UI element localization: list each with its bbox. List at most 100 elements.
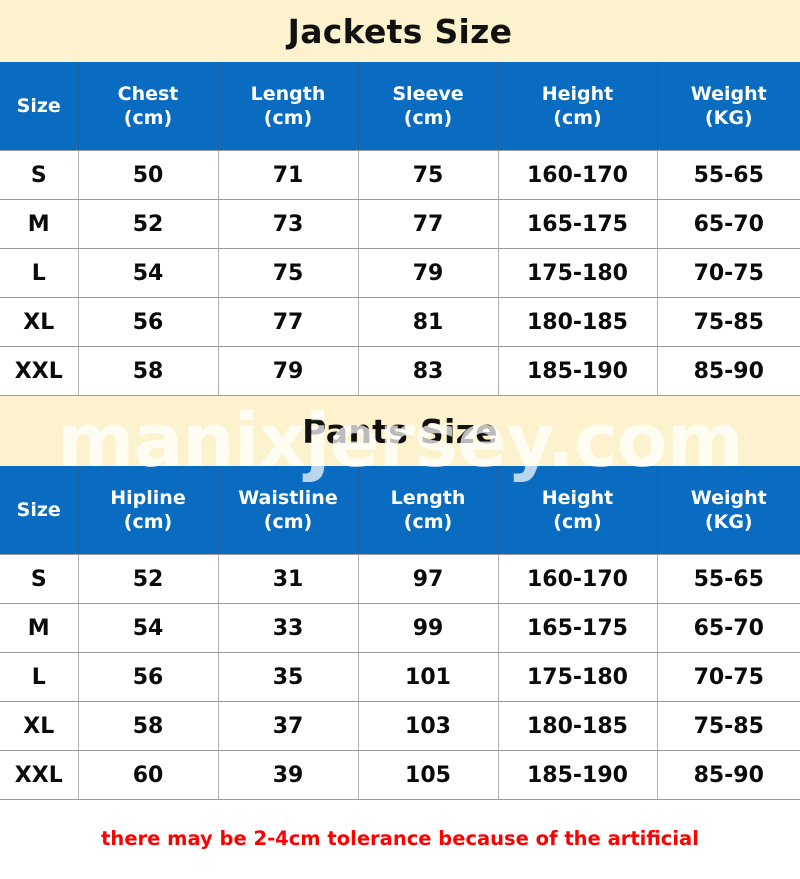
- cell-size: XL: [0, 297, 79, 347]
- jackets-col-weight-label: Weight: [690, 82, 767, 105]
- cell-size: L: [0, 652, 79, 702]
- pants-col-hipline: Hipline (cm): [78, 466, 219, 555]
- cell-sleeve: 75: [358, 150, 499, 200]
- cell-length: 77: [218, 297, 359, 347]
- pants-col-weight-label: Weight: [690, 486, 767, 509]
- cell-length: 79: [218, 346, 359, 396]
- cell-weight: 70-75: [657, 652, 800, 702]
- pants-header-row: Size Hipline (cm) Waistline (cm) Length …: [0, 466, 800, 555]
- pants-col-weight-unit: (KG): [704, 511, 753, 533]
- pants-col-waistline-unit: (cm): [263, 511, 313, 533]
- pants-size-table: Size Hipline (cm) Waistline (cm) Length …: [0, 466, 800, 800]
- cell-hipline: 54: [78, 603, 219, 653]
- jackets-col-sleeve: Sleeve (cm): [358, 62, 499, 151]
- cell-weight: 55-65: [657, 150, 800, 200]
- cell-waistline: 33: [218, 603, 359, 653]
- cell-size: XXL: [0, 750, 79, 800]
- cell-weight: 75-85: [657, 701, 800, 751]
- cell-height: 160-170: [498, 554, 658, 604]
- cell-chest: 50: [78, 150, 219, 200]
- jackets-col-chest-label: Chest: [117, 82, 179, 105]
- table-row: M 52 73 77 165-175 65-70: [0, 199, 800, 249]
- cell-hipline: 56: [78, 652, 219, 702]
- cell-chest: 56: [78, 297, 219, 347]
- pants-col-weight: Weight (KG): [657, 466, 800, 555]
- jackets-header-row: Size Chest (cm) Length (cm) Sleeve (cm) …: [0, 62, 800, 151]
- tolerance-note-row: there may be 2-4cm tolerance because of …: [0, 800, 800, 876]
- jackets-col-size-label: Size: [16, 94, 61, 117]
- table-row: S 50 71 75 160-170 55-65: [0, 150, 800, 200]
- table-row: XXL 58 79 83 185-190 85-90: [0, 346, 800, 396]
- cell-waistline: 37: [218, 701, 359, 751]
- jackets-title-band: Jackets Size: [0, 0, 800, 62]
- cell-size: XL: [0, 701, 79, 751]
- jackets-title: Jackets Size: [287, 11, 513, 51]
- cell-length: 97: [358, 554, 499, 604]
- pants-col-height-unit: (cm): [553, 511, 602, 533]
- pants-table-head: Size Hipline (cm) Waistline (cm) Length …: [0, 466, 800, 555]
- cell-height: 185-190: [498, 346, 658, 396]
- jackets-col-size: Size: [0, 62, 79, 151]
- cell-length: 75: [218, 248, 359, 298]
- jackets-col-length-label: Length: [250, 82, 326, 105]
- jackets-col-length: Length (cm): [218, 62, 359, 151]
- cell-height: 160-170: [498, 150, 658, 200]
- cell-length: 73: [218, 199, 359, 249]
- jackets-table-body: S 50 71 75 160-170 55-65 M 52 73 77 165-…: [0, 150, 800, 396]
- pants-col-waistline: Waistline (cm): [218, 466, 359, 555]
- pants-col-length: Length (cm): [358, 466, 499, 555]
- table-row: XL 56 77 81 180-185 75-85: [0, 297, 800, 347]
- table-row: M 54 33 99 165-175 65-70: [0, 603, 800, 653]
- cell-chest: 54: [78, 248, 219, 298]
- cell-hipline: 58: [78, 701, 219, 751]
- cell-length: 103: [358, 701, 499, 751]
- cell-height: 165-175: [498, 199, 658, 249]
- cell-chest: 52: [78, 199, 219, 249]
- cell-height: 180-185: [498, 297, 658, 347]
- cell-hipline: 60: [78, 750, 219, 800]
- pants-col-hipline-unit: (cm): [123, 511, 173, 533]
- cell-length: 101: [358, 652, 499, 702]
- cell-hipline: 52: [78, 554, 219, 604]
- jackets-col-height-unit: (cm): [553, 107, 602, 129]
- jackets-table-head: Size Chest (cm) Length (cm) Sleeve (cm) …: [0, 62, 800, 151]
- jackets-col-chest-unit: (cm): [123, 107, 173, 129]
- cell-weight: 65-70: [657, 199, 800, 249]
- jackets-col-chest: Chest (cm): [78, 62, 219, 151]
- cell-size: L: [0, 248, 79, 298]
- cell-size: S: [0, 554, 79, 604]
- pants-col-length-label: Length: [390, 486, 466, 509]
- cell-length: 71: [218, 150, 359, 200]
- jackets-size-table: Size Chest (cm) Length (cm) Sleeve (cm) …: [0, 62, 800, 396]
- cell-length: 99: [358, 603, 499, 653]
- cell-size: M: [0, 603, 79, 653]
- pants-col-length-unit: (cm): [403, 511, 453, 533]
- cell-weight: 85-90: [657, 346, 800, 396]
- pants-col-height: Height (cm): [498, 466, 658, 555]
- pants-title: Pants Size: [302, 411, 498, 451]
- pants-col-size: Size: [0, 466, 79, 555]
- pants-col-waistline-label: Waistline: [238, 486, 338, 509]
- jackets-col-weight: Weight (KG): [657, 62, 800, 151]
- tolerance-note: there may be 2-4cm tolerance because of …: [101, 826, 699, 850]
- cell-height: 175-180: [498, 248, 658, 298]
- pants-col-size-label: Size: [16, 498, 61, 521]
- jackets-col-sleeve-unit: (cm): [403, 107, 453, 129]
- pants-col-height-label: Height: [541, 486, 614, 509]
- cell-sleeve: 79: [358, 248, 499, 298]
- cell-length: 105: [358, 750, 499, 800]
- table-row: L 56 35 101 175-180 70-75: [0, 652, 800, 702]
- cell-sleeve: 77: [358, 199, 499, 249]
- cell-waistline: 39: [218, 750, 359, 800]
- cell-weight: 65-70: [657, 603, 800, 653]
- jackets-col-height-label: Height: [541, 82, 614, 105]
- cell-weight: 55-65: [657, 554, 800, 604]
- pants-title-band: Pants Size: [0, 396, 800, 466]
- cell-height: 185-190: [498, 750, 658, 800]
- table-row: L 54 75 79 175-180 70-75: [0, 248, 800, 298]
- table-row: XXL 60 39 105 185-190 85-90: [0, 750, 800, 800]
- jackets-col-sleeve-label: Sleeve: [392, 82, 464, 105]
- cell-weight: 85-90: [657, 750, 800, 800]
- cell-chest: 58: [78, 346, 219, 396]
